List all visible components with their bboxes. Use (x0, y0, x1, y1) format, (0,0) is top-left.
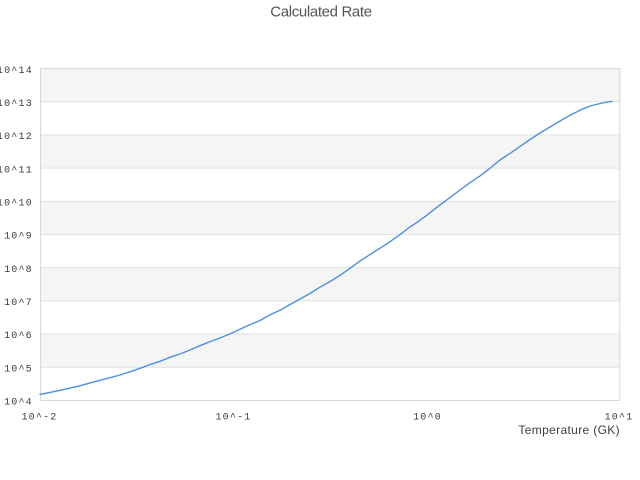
svg-text:10^13: 10^13 (0, 99, 33, 110)
svg-text:10^4: 10^4 (4, 398, 33, 409)
svg-text:10^1: 10^1 (605, 412, 634, 423)
svg-text:10^7: 10^7 (4, 298, 33, 309)
svg-text:10^-1: 10^-1 (215, 412, 251, 423)
svg-text:10^11: 10^11 (0, 165, 33, 176)
svg-text:10^0: 10^0 (413, 412, 442, 423)
svg-text:10^8: 10^8 (4, 265, 33, 276)
svg-text:10^6: 10^6 (4, 331, 33, 342)
svg-text:Calculated Rate: Calculated Rate (270, 4, 371, 21)
svg-text:Temperature (GK): Temperature (GK) (518, 423, 620, 437)
svg-text:10^9: 10^9 (4, 232, 33, 243)
svg-text:10^12: 10^12 (0, 132, 33, 143)
svg-text:10^14: 10^14 (0, 66, 33, 77)
svg-text:10^-2: 10^-2 (21, 412, 57, 423)
svg-text:10^10: 10^10 (0, 199, 33, 210)
svg-text:10^5: 10^5 (4, 364, 33, 375)
